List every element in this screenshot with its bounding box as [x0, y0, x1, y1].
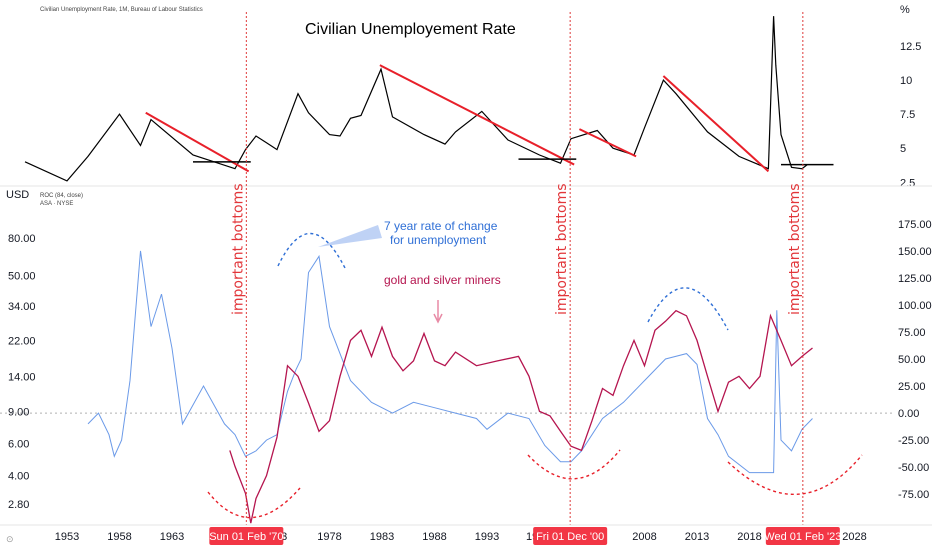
date-marker-box [209, 527, 284, 545]
arc-2000 [527, 449, 621, 480]
roc-callout-shape [318, 225, 382, 247]
trend-line [379, 64, 575, 166]
date-marker-label: Sun 01 Feb '70 [209, 531, 283, 543]
date-marker-label: Fri 01 Dec '00 [536, 531, 604, 543]
date-marker-box [533, 527, 608, 545]
arc-2023 [727, 454, 863, 495]
miners-arrow [433, 300, 443, 324]
top-y-tick: 12.5 [900, 41, 921, 53]
right-y-tick: 100.00 [898, 300, 932, 312]
x-tick: 2028 [842, 531, 866, 543]
left-y-tick: 6.00 [8, 439, 29, 451]
roc-note-line1: 7 year rate of change [384, 219, 498, 233]
unemployment-series [24, 16, 808, 182]
right-y-tick: 25.00 [898, 381, 926, 393]
roc-note-line2: for unemployment [390, 233, 487, 247]
left-y-tick: 2.80 [8, 499, 29, 511]
x-tick: 1983 [370, 531, 394, 543]
roc-asa-panel: USD ROC (84, close) ASA · NYSE 80.00 50.0… [0, 189, 932, 524]
date-marker-box [765, 527, 840, 545]
x-tick: 1963 [160, 531, 184, 543]
x-tick: 2008 [632, 531, 656, 543]
date-boxes: Sun 01 Feb '70 Fri 01 Dec '00 Wed 01 Feb '… [209, 527, 841, 545]
date-markers: important bottoms important bottoms import… [230, 12, 804, 525]
top-y-tick: 7.5 [900, 109, 915, 121]
x-axis: 1953195819637319781983198819931920082013… [55, 531, 867, 543]
right-y-tick: 150.00 [898, 246, 932, 258]
legend-asa: ASA · NYSE [40, 201, 73, 207]
roc-series [87, 250, 813, 474]
right-y-tick: -50.00 [898, 462, 929, 474]
left-y-tick: 4.00 [8, 471, 29, 483]
left-y-tick: 80.00 [8, 233, 36, 245]
x-tick: 1958 [107, 531, 131, 543]
left-y-tick: 22.00 [8, 335, 36, 347]
important-bottoms-label: important bottoms [787, 183, 803, 315]
trend-line [662, 75, 770, 173]
date-marker-label: Wed 01 Feb '23 [764, 531, 841, 543]
left-y-tick: 50.00 [8, 270, 36, 282]
x-tick: 1988 [422, 531, 446, 543]
settings-icon[interactable]: ⊙ [6, 535, 14, 545]
x-tick: 2018 [737, 531, 761, 543]
important-bottoms-label: important bottoms [554, 183, 570, 315]
asa-series [229, 309, 813, 524]
left-y-tick: 14.00 [8, 371, 36, 383]
x-tick: 1953 [55, 531, 79, 543]
annotations: 7 year rate of change for unemployment g… [207, 219, 863, 519]
x-tick: 2013 [685, 531, 709, 543]
left-y-axis: 80.00 50.00 34.00 22.00 14.00 9.00 6.00 4.00 2.8… [8, 233, 36, 511]
unit-label: % [900, 4, 910, 16]
trend-line [578, 128, 637, 158]
right-y-tick: 125.00 [898, 273, 932, 285]
chart-title: Civilian Unemployement Rate [305, 21, 516, 38]
arc-1975 [277, 232, 346, 269]
top-y-axis: 12.5 10 7.5 5 2.5 [900, 41, 921, 189]
right-y-tick: -25.00 [898, 435, 929, 447]
top-y-tick: 5 [900, 143, 906, 155]
x-tick: 1993 [475, 531, 499, 543]
arc-2011 [647, 287, 729, 331]
miners-note: gold and silver miners [384, 273, 501, 287]
right-y-tick: 75.00 [898, 327, 926, 339]
left-axis-label: USD [6, 189, 29, 201]
top-y-tick: 10 [900, 75, 912, 87]
right-y-tick: 175.00 [898, 219, 932, 231]
right-y-tick: 0.00 [898, 408, 919, 420]
left-y-tick: 9.00 [8, 406, 29, 418]
x-tick: 1978 [317, 531, 341, 543]
right-y-tick: -75.00 [898, 489, 929, 501]
arc-1970 [207, 487, 301, 519]
source-label: Civilian Unemployment Rate, 1M, Bureau o… [40, 7, 203, 13]
top-y-tick: 2.5 [900, 177, 915, 189]
right-y-axis: 175.00 150.00 125.00 100.00 75.00 50.00 25.00 0… [898, 219, 932, 501]
right-y-tick: 50.00 [898, 354, 926, 366]
important-bottoms-label: important bottoms [230, 183, 246, 315]
support-lines [193, 158, 834, 166]
legend-roc: ROC (84, close) [40, 193, 83, 199]
left-y-tick: 34.00 [8, 301, 36, 313]
trend-lines [145, 64, 770, 173]
unemployment-panel: Civilian Unemployment Rate, 1M, Bureau o… [24, 4, 921, 189]
